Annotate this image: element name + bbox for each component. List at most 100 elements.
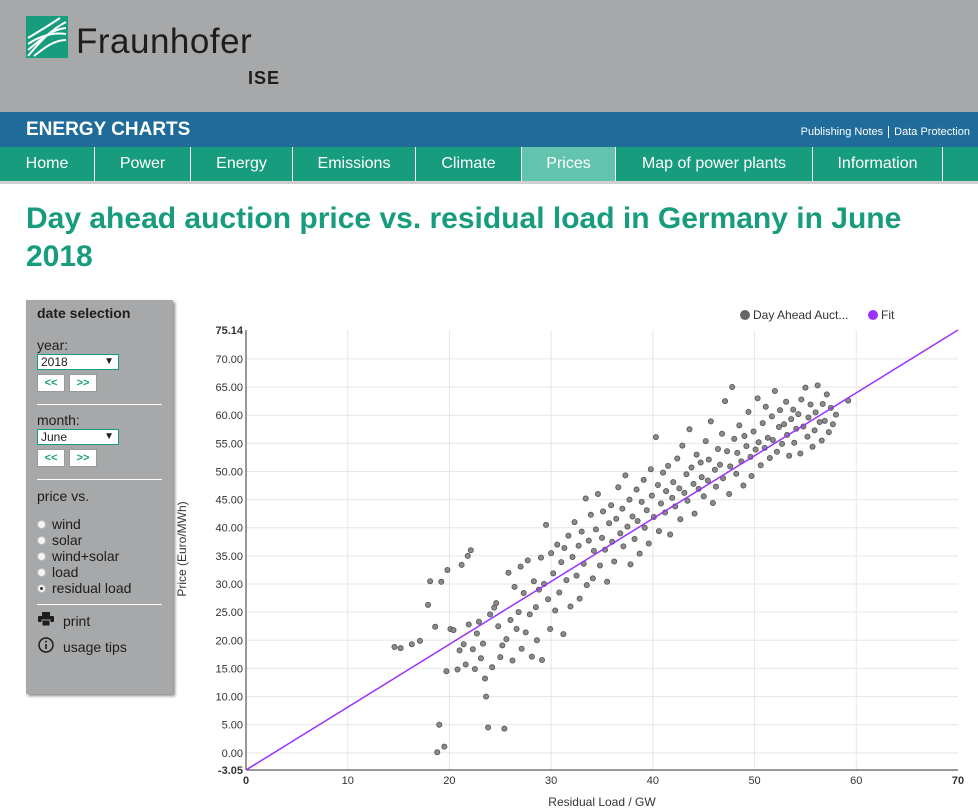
nav-item-prices[interactable]: Prices <box>522 147 616 181</box>
scatter-point <box>674 455 681 462</box>
scatter-point <box>819 400 826 407</box>
scatter-point <box>569 554 576 561</box>
scatter-point <box>526 611 533 618</box>
year-prev-button[interactable]: << <box>37 374 65 392</box>
scatter-point <box>507 617 514 624</box>
scatter-point <box>750 428 757 435</box>
scatter-point <box>626 496 633 503</box>
scatter-point <box>594 490 601 497</box>
radio-button-icon <box>37 551 46 561</box>
month-next-button[interactable]: >> <box>69 449 97 467</box>
scatter-point <box>809 443 816 450</box>
page-title: Day ahead auction price vs. residual loa… <box>26 202 902 273</box>
scatter-point <box>829 421 836 428</box>
scatter-point <box>764 434 771 441</box>
scatter-point <box>683 471 690 478</box>
nav-item-home[interactable]: Home <box>0 147 95 181</box>
scatter-point <box>729 384 736 391</box>
scatter-point <box>670 479 677 486</box>
radio-solar[interactable]: solar <box>37 532 162 548</box>
scatter-point <box>690 480 697 487</box>
chart-points <box>391 382 852 756</box>
y-tick-label: 30.00 <box>215 579 243 591</box>
scatter-point <box>575 542 582 549</box>
radio-wind-solar[interactable]: wind+solar <box>37 548 162 564</box>
chart-legend[interactable]: Day Ahead Auct... Fit <box>740 308 895 322</box>
data-protection-link[interactable]: Data Protection <box>888 126 975 138</box>
y-tick-label: 55.00 <box>215 438 243 450</box>
scatter-point <box>578 528 585 535</box>
usage-tips-button[interactable]: usage tips <box>37 637 162 657</box>
month-prev-button[interactable]: << <box>37 449 65 467</box>
scatter-point <box>814 382 821 389</box>
nav-item-energy[interactable]: Energy <box>191 147 293 181</box>
scatter-point <box>633 486 640 493</box>
scatter-point <box>731 435 738 442</box>
scatter-point <box>802 384 809 391</box>
scatter-point <box>436 721 443 728</box>
x-tick-label: 0 <box>243 775 249 787</box>
scatter-point <box>587 511 594 518</box>
nav-item-information[interactable]: Information <box>813 147 943 181</box>
month-select-value: June <box>41 430 68 444</box>
year-select-value: 2018 <box>41 355 68 369</box>
scatter-point <box>754 395 761 402</box>
scatter-point <box>522 629 529 636</box>
chart-axes: 0 10 20 30 40 50 60 70 -3.05 0.00 5.00 10.00 15.00 20… <box>215 325 964 787</box>
scatter-point <box>741 433 748 440</box>
scatter-point <box>736 422 743 429</box>
scatter-point <box>497 654 504 661</box>
radio-residual-load[interactable]: residual load <box>37 580 162 596</box>
scatter-point <box>748 472 755 479</box>
scatter-point <box>745 408 752 415</box>
scatter-point <box>567 603 574 610</box>
scatter-point <box>798 396 805 403</box>
nav-item-power[interactable]: Power <box>95 147 191 181</box>
y-tick-label: 70.00 <box>215 354 243 366</box>
nav-item-emissions[interactable]: Emissions <box>293 147 416 181</box>
y-tick-label: -3.05 <box>218 765 243 777</box>
scatter-point <box>530 578 537 585</box>
y-tick-label: 50.00 <box>215 466 243 478</box>
scatter-point <box>663 488 670 495</box>
radio-load[interactable]: load <box>37 564 162 580</box>
fraunhofer-logo[interactable]: Fraunhofer ISE <box>26 16 286 96</box>
year-select[interactable]: 2018 ▼ <box>37 354 119 370</box>
scatter-point <box>688 464 695 471</box>
scatter-point <box>560 631 567 638</box>
scatter-point <box>517 563 524 570</box>
year-next-button[interactable]: >> <box>69 374 97 392</box>
radio-label: residual load <box>52 580 132 596</box>
scatter-point <box>807 401 814 408</box>
x-tick-label: 40 <box>647 775 659 787</box>
scatter-point <box>657 500 664 507</box>
nav-item-climate[interactable]: Climate <box>416 147 522 181</box>
scatter-point <box>596 562 603 569</box>
y-tick-label: 45.00 <box>215 495 243 507</box>
scatter-point <box>583 582 590 589</box>
scatter-point <box>660 469 667 476</box>
publishing-notes-link[interactable]: Publishing Notes <box>800 126 884 138</box>
nav-item-map-of-power-plants[interactable]: Map of power plants <box>616 147 813 181</box>
chart-y-axis-label: Price (Euro/MWh) <box>175 501 189 596</box>
scatter-point <box>783 398 790 405</box>
scatter-point <box>604 578 611 585</box>
site-title[interactable]: ENERGY CHARTS <box>26 119 191 140</box>
scatter-point <box>648 492 655 499</box>
print-button[interactable]: print <box>37 611 162 631</box>
scatter-point <box>611 558 618 565</box>
scatter-point <box>513 626 520 633</box>
scatter-point <box>791 439 798 446</box>
scatter-point <box>483 693 490 700</box>
scatter-point <box>768 413 775 420</box>
scatter-point <box>691 510 698 517</box>
print-label: print <box>63 613 91 629</box>
scatter-point <box>543 521 550 528</box>
scatter-point <box>676 485 683 492</box>
month-stepper: << >> <box>37 449 162 467</box>
x-tick-label: 30 <box>545 775 557 787</box>
scatter-point <box>554 541 561 548</box>
radio-wind[interactable]: wind <box>37 516 162 532</box>
divider <box>37 404 162 405</box>
month-select[interactable]: June ▼ <box>37 429 119 445</box>
